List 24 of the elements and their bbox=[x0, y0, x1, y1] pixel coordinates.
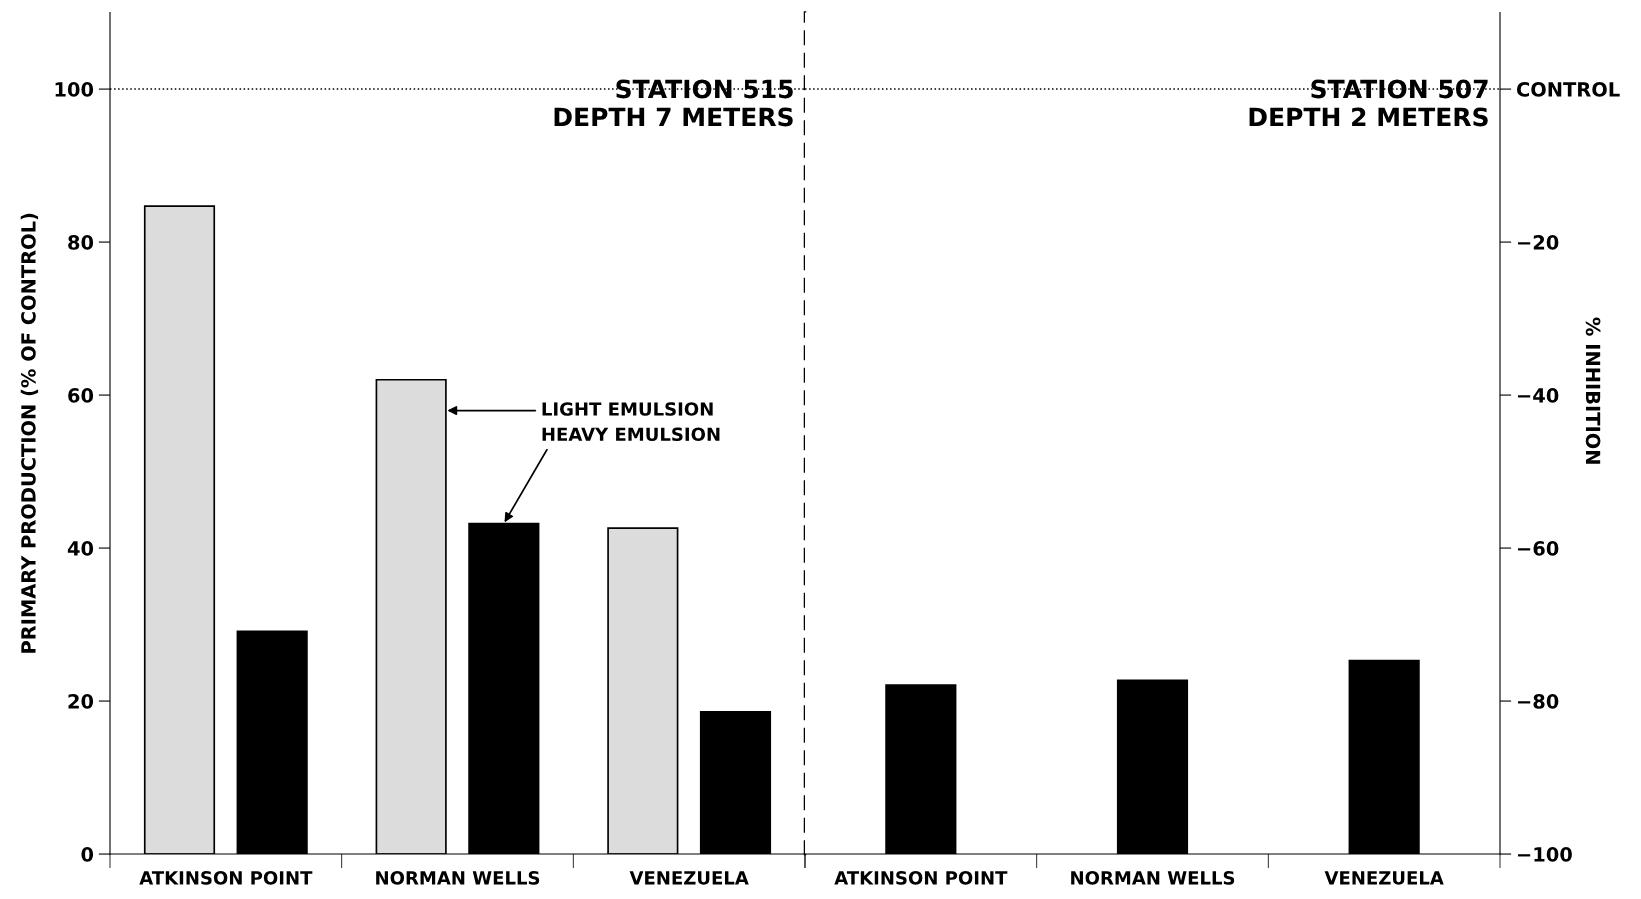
y-tick-label: 80 bbox=[68, 235, 94, 250]
text: HEAVY EMULSION bbox=[542, 427, 720, 442]
y-axis-title: PRIMARY PRODUCTION (% OF CONTROL) bbox=[20, 213, 39, 653]
x-tick-label: ATKINSON POINT bbox=[139, 871, 313, 885]
y-tick-label: 100 bbox=[55, 82, 94, 97]
y2-tick-label: −40 bbox=[1518, 388, 1559, 403]
x-tick-label: VENEZUELA bbox=[629, 871, 749, 885]
x-tick-label: NORMAN WELLS bbox=[376, 871, 540, 885]
y-tick-label: 20 bbox=[68, 694, 94, 709]
legend-label: LIGHT EMULSION bbox=[542, 402, 713, 416]
y2-tick-label: CONTROL bbox=[1516, 82, 1620, 97]
y-tick-label: 40 bbox=[67, 541, 94, 556]
y2-tick-label: −60 bbox=[1518, 541, 1559, 556]
y2-tick-label: −100 bbox=[1518, 847, 1572, 862]
x-tick-label: NORMAN WELLS bbox=[1071, 871, 1235, 885]
x-tick-label: ATKINSON POINT bbox=[834, 871, 1008, 885]
y2-tick-label: −80 bbox=[1518, 694, 1559, 709]
y-tick-label: 60 bbox=[68, 388, 94, 403]
y2-axis-title: % INHIBITION bbox=[1585, 317, 1601, 464]
y-tick-label: 0 bbox=[81, 847, 94, 862]
y2-tick-label: −20 bbox=[1518, 235, 1559, 250]
annotation: STATION 515 DEPTH 7 METERS bbox=[554, 79, 793, 127]
x-tick-label: VENEZUELA bbox=[1324, 871, 1444, 885]
annotation: STATION 507 DEPTH 2 METERS bbox=[1249, 79, 1488, 127]
